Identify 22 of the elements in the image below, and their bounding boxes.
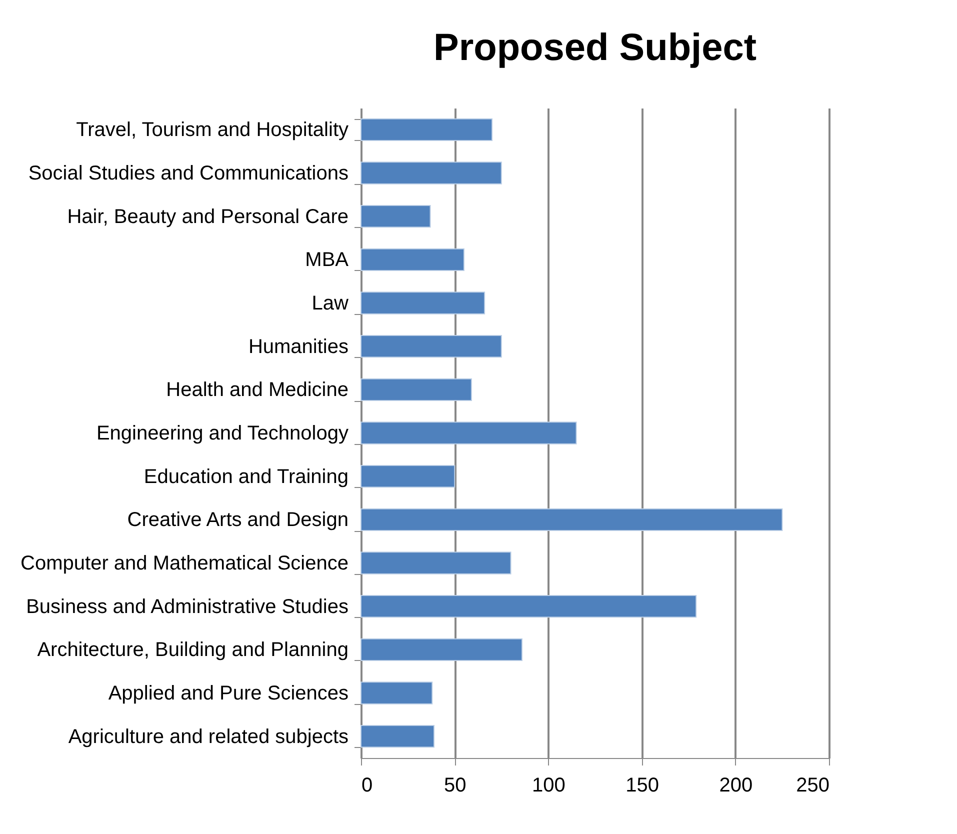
x-tick-label: 150 [626,774,659,796]
y-tick-label: Travel, Tourism and Hospitality [76,119,348,142]
y-tick-label: Computer and Mathematical Science [20,552,348,574]
y-tick-label: Social Studies and Communications [28,162,348,184]
x-tick-label: 100 [532,774,566,796]
y-tick-label: Education and Training [144,466,348,488]
y-tick-label: Business and Administrative Studies [26,596,348,618]
y-tick-label: Hair, Beauty and Personal Care [67,206,348,228]
y-tick-label: Engineering and Technology [96,422,348,444]
x-tick-label: 0 [362,774,373,796]
y-tick-label: Humanities [248,336,348,358]
x-tick-label: 50 [444,774,466,796]
y-tick-label: Architecture, Building and Planning [37,639,348,662]
y-tick-label: Creative Arts and Design [127,509,348,532]
chart-title: Proposed Subject [433,27,757,69]
x-tick-label: 250 [796,774,830,796]
y-tick-label: Law [312,292,350,314]
x-tick-label: 200 [719,774,753,796]
y-tick-label: Applied and Pure Sciences [108,682,348,704]
y-tick-label: Agriculture and related subjects [68,726,348,748]
y-tick-label: Health and Medicine [166,379,348,402]
y-tick-label: MBA [305,249,350,272]
